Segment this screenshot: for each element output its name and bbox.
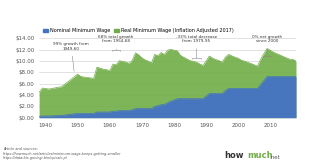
Legend: Nominal Minimum Wage, Real Minimum Wage (Inflation Adjusted 2017): Nominal Minimum Wage, Real Minimum Wage … — [42, 26, 236, 35]
Text: 0% net growth
since 2000: 0% net growth since 2000 — [252, 35, 282, 57]
Text: .net: .net — [269, 155, 280, 160]
Text: much: much — [247, 151, 273, 160]
Text: 68% total growth
from 1954-68: 68% total growth from 1954-68 — [99, 35, 134, 51]
Text: Article and sources:
https://howmuch.net/articles/minimum-wage-keeps-getting-sma: Article and sources: https://howmuch.net… — [3, 147, 122, 160]
Text: how: how — [224, 151, 244, 160]
Text: -33% total decrease
from 1979-95: -33% total decrease from 1979-95 — [176, 35, 217, 59]
Text: 99% growth from
1949-60: 99% growth from 1949-60 — [53, 42, 89, 71]
